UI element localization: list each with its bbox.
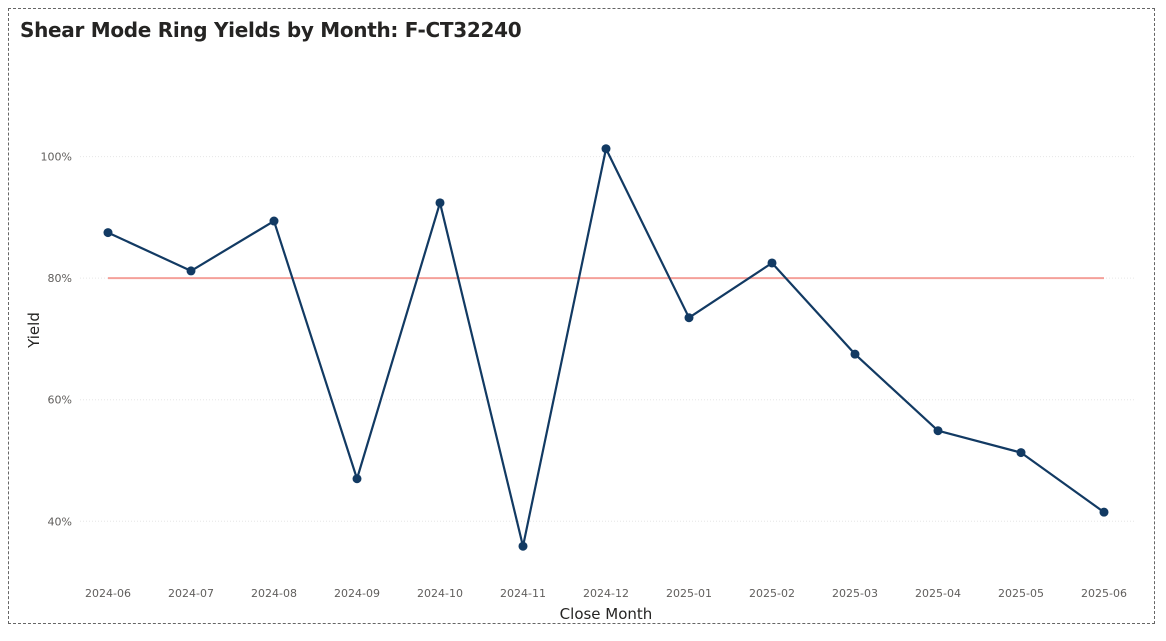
x-tick-label: 2024-06 — [85, 587, 131, 600]
x-tick-label: 2024-10 — [417, 587, 463, 600]
x-tick-label: 2025-04 — [915, 587, 961, 600]
gridlines — [80, 156, 1136, 522]
data-point[interactable] — [933, 426, 943, 436]
data-point[interactable] — [684, 313, 694, 323]
x-tick-label: 2025-06 — [1081, 587, 1127, 600]
data-point[interactable] — [352, 474, 362, 484]
x-tick-label: 2024-08 — [251, 587, 297, 600]
y-tick-label: 80% — [48, 272, 72, 285]
data-point[interactable] — [601, 144, 611, 154]
x-tick-label: 2025-01 — [666, 587, 712, 600]
y-axis-title: Yield — [25, 312, 43, 349]
data-point[interactable] — [103, 228, 113, 238]
y-tick-label: 100% — [41, 151, 72, 164]
series-line — [107, 147, 1105, 548]
x-tick-label: 2024-11 — [500, 587, 546, 600]
y-tick-label: 40% — [48, 515, 72, 528]
y-tick-label: 60% — [48, 394, 72, 407]
chart-title: Shear Mode Ring Yields by Month: F-CT322… — [20, 18, 522, 42]
data-point[interactable] — [269, 216, 279, 226]
data-point[interactable] — [850, 349, 860, 359]
x-tick-label: 2025-03 — [832, 587, 878, 600]
data-point[interactable] — [518, 541, 528, 551]
x-tick-label: 2024-09 — [334, 587, 380, 600]
data-point[interactable] — [435, 198, 445, 208]
chart-frame — [8, 8, 1155, 624]
x-axis-ticks: 2024-06 2024-07 2024-08 2024-09 2024-10 2024-… — [85, 587, 1127, 600]
x-tick-label: 2024-07 — [168, 587, 214, 600]
data-point[interactable] — [1099, 507, 1109, 517]
data-point[interactable] — [1016, 448, 1026, 458]
x-tick-label: 2025-05 — [998, 587, 1044, 600]
series-group — [103, 144, 1109, 551]
x-axis-title: Close Month — [560, 605, 653, 623]
data-point[interactable] — [186, 266, 196, 276]
y-axis-ticks: 40% 60% 80% 100% — [41, 151, 72, 529]
x-tick-label: 2025-02 — [749, 587, 795, 600]
x-tick-label: 2024-12 — [583, 587, 629, 600]
data-point[interactable] — [767, 258, 777, 268]
